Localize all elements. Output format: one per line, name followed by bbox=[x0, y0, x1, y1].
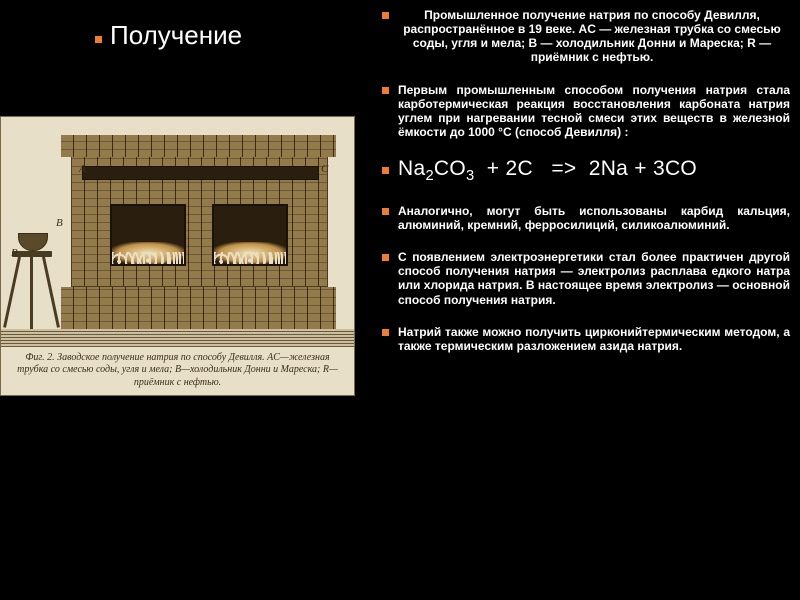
furnace bbox=[61, 134, 336, 329]
bullet-icon bbox=[382, 87, 389, 94]
furnace-opening bbox=[110, 204, 186, 266]
chemical-equation: Na2CO3 + 2C => 2Na + 3CO bbox=[380, 157, 790, 186]
bullet-icon bbox=[382, 12, 389, 19]
spacer bbox=[380, 139, 790, 157]
paragraph-text: Промышленное получение натрия по способу… bbox=[403, 8, 781, 64]
spacer bbox=[380, 232, 790, 250]
slide-title: Получение bbox=[110, 20, 242, 51]
engraving: R B A C bbox=[1, 117, 354, 347]
content-column: Промышленное получение натрия по способу… bbox=[380, 8, 790, 592]
paragraph-analog: Аналогично, могут быть использованы карб… bbox=[380, 204, 790, 232]
engraving-floor bbox=[1, 329, 354, 347]
title-bullet bbox=[95, 36, 102, 43]
label-b: B bbox=[56, 217, 63, 229]
receiver-bowl bbox=[18, 233, 48, 251]
bullet-icon bbox=[382, 167, 389, 174]
figure-caption: Фиг. 2. Заводское получение натрия по сп… bbox=[1, 348, 354, 396]
paragraph-text: Первым промышленным способом получения н… bbox=[398, 83, 790, 139]
paragraph-zirconium: Натрий также можно получить цирконийтерм… bbox=[380, 325, 790, 353]
receiver-stand bbox=[16, 251, 48, 329]
label-r: R bbox=[11, 247, 18, 259]
furnace-top bbox=[61, 135, 336, 157]
spacer bbox=[380, 65, 790, 83]
paragraph-method: Первым промышленным способом получения н… bbox=[380, 83, 790, 140]
bullet-icon bbox=[382, 329, 389, 336]
iron-tube-ac bbox=[82, 166, 319, 180]
stand-leg bbox=[42, 257, 60, 328]
stand-leg bbox=[30, 257, 33, 329]
bullet-icon bbox=[382, 254, 389, 261]
paragraph-intro: Промышленное получение натрия по способу… bbox=[380, 8, 790, 65]
furnace-opening bbox=[212, 204, 288, 266]
spacer bbox=[380, 307, 790, 325]
label-a: A bbox=[79, 163, 86, 175]
spacer bbox=[380, 186, 790, 204]
fire-coals bbox=[214, 252, 286, 264]
label-c: C bbox=[321, 163, 328, 175]
paragraph-text: Аналогично, могут быть использованы карб… bbox=[398, 204, 790, 232]
slide: Получение R bbox=[0, 0, 800, 600]
paragraph-text: Натрий также можно получить цирконийтерм… bbox=[398, 325, 790, 353]
equation-text: Na2CO3 + 2C => 2Na + 3CO bbox=[398, 157, 697, 180]
furnace-base bbox=[61, 287, 336, 329]
furnace-body bbox=[71, 155, 328, 287]
fire-coals bbox=[112, 252, 184, 264]
bullet-icon bbox=[382, 208, 389, 215]
figure-block: R B A C Фиг. 2. bbox=[0, 116, 355, 396]
stand-leg bbox=[3, 257, 21, 328]
paragraph-text: С появлением электроэнергетики стал боле… bbox=[398, 250, 790, 306]
paragraph-electrolysis: С появлением электроэнергетики стал боле… bbox=[380, 250, 790, 307]
